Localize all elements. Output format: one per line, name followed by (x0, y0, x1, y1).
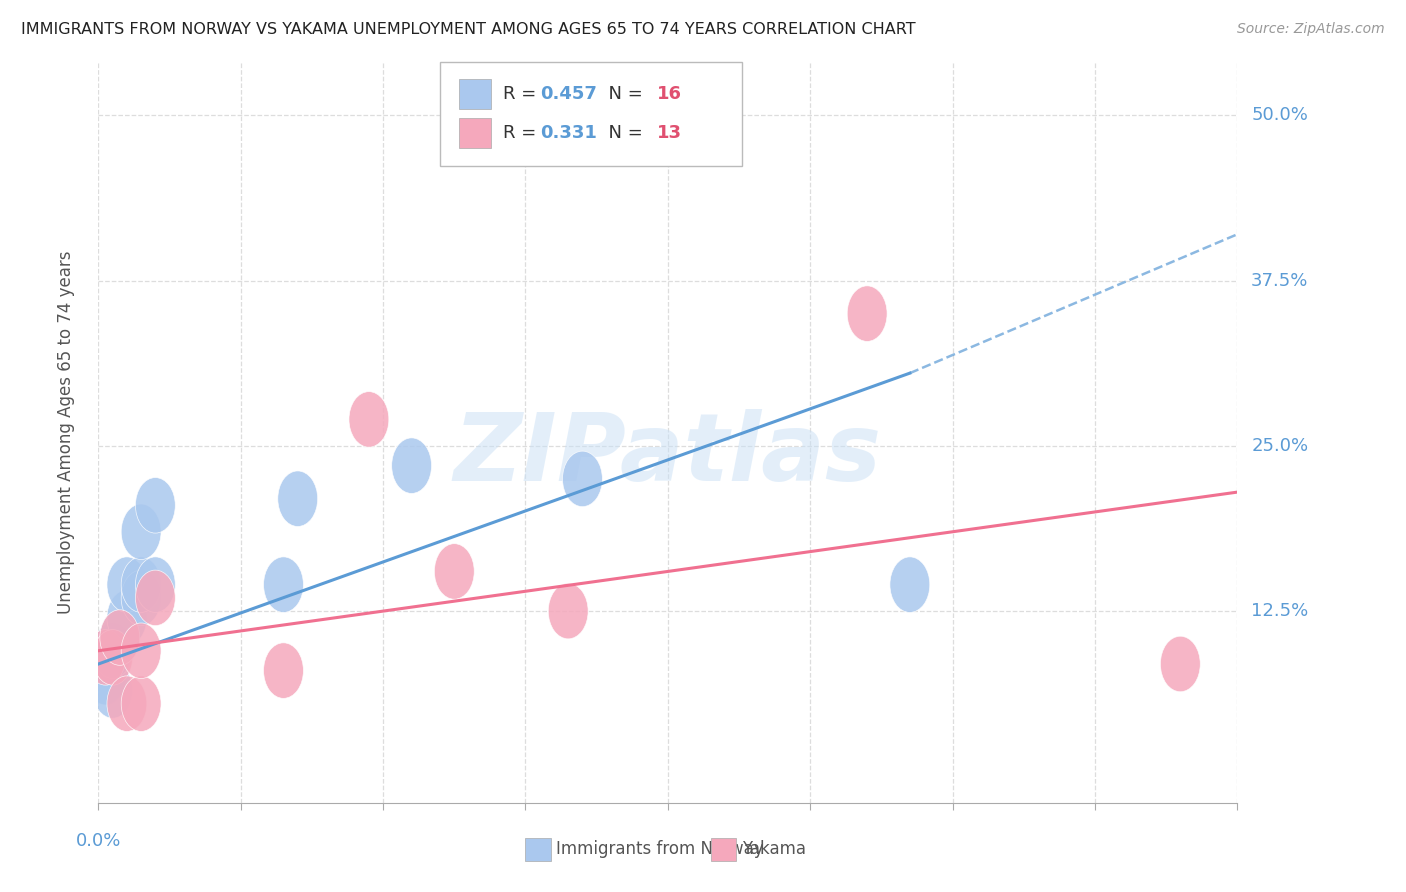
Ellipse shape (1160, 636, 1201, 692)
Ellipse shape (93, 663, 132, 718)
Ellipse shape (548, 583, 588, 639)
Ellipse shape (434, 543, 474, 599)
FancyBboxPatch shape (440, 62, 742, 166)
Ellipse shape (135, 557, 176, 613)
Ellipse shape (93, 623, 132, 679)
Ellipse shape (135, 477, 176, 533)
Ellipse shape (562, 451, 602, 507)
Ellipse shape (100, 610, 139, 665)
Ellipse shape (107, 676, 146, 731)
Ellipse shape (135, 570, 176, 625)
FancyBboxPatch shape (526, 838, 551, 861)
Text: Source: ZipAtlas.com: Source: ZipAtlas.com (1237, 22, 1385, 37)
Text: 0.457: 0.457 (540, 86, 598, 103)
Text: 0.331: 0.331 (540, 124, 598, 142)
Text: R =: R = (503, 124, 541, 142)
Ellipse shape (121, 504, 162, 559)
Text: N =: N = (598, 124, 648, 142)
Ellipse shape (392, 438, 432, 493)
Ellipse shape (121, 623, 162, 679)
Text: 50.0%: 50.0% (1251, 106, 1308, 124)
Text: IMMIGRANTS FROM NORWAY VS YAKAMA UNEMPLOYMENT AMONG AGES 65 TO 74 YEARS CORRELAT: IMMIGRANTS FROM NORWAY VS YAKAMA UNEMPLO… (21, 22, 915, 37)
Ellipse shape (86, 630, 125, 685)
FancyBboxPatch shape (460, 118, 491, 147)
Text: 0.0%: 0.0% (76, 832, 121, 850)
Text: ZIPatlas: ZIPatlas (454, 409, 882, 500)
Text: R =: R = (503, 86, 541, 103)
Text: 13: 13 (657, 124, 682, 142)
Text: Immigrants from Norway: Immigrants from Norway (557, 840, 763, 858)
Ellipse shape (121, 557, 162, 613)
Ellipse shape (848, 285, 887, 342)
Text: N =: N = (598, 86, 648, 103)
Ellipse shape (121, 676, 162, 731)
FancyBboxPatch shape (460, 79, 491, 109)
Ellipse shape (107, 590, 146, 646)
Text: Yakama: Yakama (742, 840, 806, 858)
Ellipse shape (107, 557, 146, 613)
Ellipse shape (86, 649, 125, 705)
Ellipse shape (263, 557, 304, 613)
Ellipse shape (349, 392, 389, 447)
Ellipse shape (890, 557, 929, 613)
Ellipse shape (263, 643, 304, 698)
Text: 37.5%: 37.5% (1251, 271, 1309, 290)
Ellipse shape (93, 630, 132, 685)
Text: 16: 16 (657, 86, 682, 103)
Ellipse shape (121, 570, 162, 625)
Ellipse shape (278, 471, 318, 526)
Y-axis label: Unemployment Among Ages 65 to 74 years: Unemployment Among Ages 65 to 74 years (56, 251, 75, 615)
Ellipse shape (100, 610, 139, 665)
Text: 25.0%: 25.0% (1251, 437, 1309, 455)
Text: 12.5%: 12.5% (1251, 602, 1309, 620)
FancyBboxPatch shape (711, 838, 737, 861)
